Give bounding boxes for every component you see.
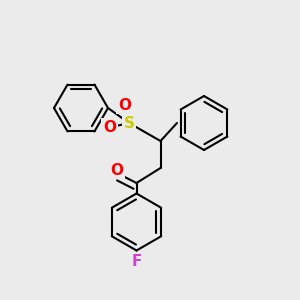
Text: O: O — [118, 98, 131, 112]
Text: F: F — [131, 254, 142, 268]
Text: S: S — [124, 116, 134, 130]
Text: O: O — [110, 163, 124, 178]
Text: O: O — [103, 120, 116, 135]
